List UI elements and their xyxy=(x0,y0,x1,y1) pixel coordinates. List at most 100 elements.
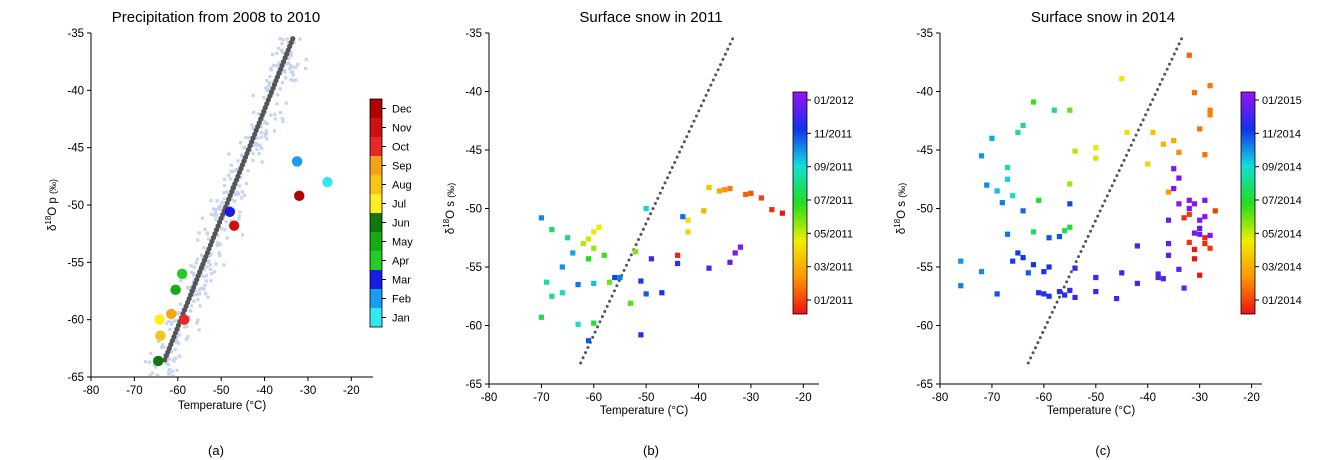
background-point xyxy=(291,78,296,83)
regression-dot xyxy=(675,155,679,159)
background-point xyxy=(287,61,291,65)
snow-sample-point xyxy=(1025,270,1031,276)
background-point xyxy=(294,78,298,82)
snow-sample-point xyxy=(748,190,754,196)
background-point xyxy=(214,262,218,266)
background-point xyxy=(258,143,262,148)
background-point xyxy=(257,112,261,116)
snow-sample-point xyxy=(1020,255,1026,261)
snow-sample-point xyxy=(1176,149,1182,155)
background-point xyxy=(249,149,253,153)
y-tick-label: -40 xyxy=(67,85,84,97)
background-point xyxy=(224,220,228,224)
snow-sample-point xyxy=(737,244,744,250)
regression-dot xyxy=(593,330,597,334)
background-point xyxy=(262,120,267,124)
regression-dot xyxy=(714,73,718,77)
background-point xyxy=(238,210,242,214)
colorbar-segment xyxy=(370,308,382,327)
regression-dot xyxy=(1036,341,1040,345)
colorbar-label: Mar xyxy=(392,275,411,287)
colorbar-label: 01/2014 xyxy=(1262,295,1302,307)
snow-sample-point xyxy=(758,195,764,201)
background-point xyxy=(263,134,267,138)
background-point xyxy=(216,234,220,238)
monthly-mean-point-jan xyxy=(322,176,333,188)
regression-dot xyxy=(1029,356,1033,360)
regression-dot xyxy=(721,57,725,61)
background-point xyxy=(231,169,235,173)
snow-sample-point xyxy=(1191,246,1198,253)
panel-c: Surface snow in 2014 -35 -40 -45 -50 -55 -60 -6… xyxy=(893,9,1302,458)
regression-dot xyxy=(1115,174,1119,178)
colorbar-label: 11/2011 xyxy=(814,128,852,140)
snow-sample-point xyxy=(1093,274,1099,281)
background-point xyxy=(185,286,190,290)
snow-sample-point xyxy=(1150,129,1156,136)
background-point xyxy=(214,217,218,222)
regression-dot xyxy=(629,253,633,257)
regression-dot xyxy=(1038,336,1042,340)
background-point xyxy=(195,293,199,297)
snow-sample-point xyxy=(1202,197,1208,203)
background-point xyxy=(178,310,182,315)
background-point xyxy=(178,302,183,306)
panel-label: (b) xyxy=(643,443,659,458)
colorbar-label: 03/2011 xyxy=(814,262,853,274)
regression-dot xyxy=(731,37,735,41)
background-point xyxy=(186,335,190,339)
x-tick-label: -40 xyxy=(1139,392,1156,404)
snow-sample-point xyxy=(1036,197,1042,203)
snow-sample-point xyxy=(1020,122,1026,129)
y-tick-label: -65 xyxy=(916,379,933,391)
regression-dot xyxy=(1177,42,1181,46)
regression-dot xyxy=(709,83,713,87)
snow-sample-point xyxy=(1041,291,1047,297)
background-point xyxy=(203,283,207,288)
snow-sample-point xyxy=(743,191,749,198)
snow-sample-point xyxy=(716,188,723,194)
snow-sample-point xyxy=(643,205,649,212)
snow-sample-point xyxy=(591,245,597,251)
panel-label: (c) xyxy=(1095,443,1110,458)
background-point xyxy=(215,199,219,203)
background-point xyxy=(289,50,293,55)
background-point xyxy=(265,122,269,126)
regression-dot xyxy=(586,346,590,350)
x-tick-label: -40 xyxy=(690,392,707,404)
background-point xyxy=(195,257,200,261)
x-tick-label: -70 xyxy=(984,392,1001,404)
regression-dot xyxy=(1043,325,1047,329)
background-point xyxy=(273,112,277,116)
snow-sample-point xyxy=(674,252,681,258)
background-point xyxy=(200,216,205,220)
snow-sample-point xyxy=(1046,235,1052,241)
background-point xyxy=(215,213,219,217)
background-point xyxy=(227,152,231,156)
snow-sample-point xyxy=(1165,241,1172,247)
y-tick-label: -45 xyxy=(465,145,482,157)
colorbar-label: May xyxy=(392,237,413,249)
y-tick-label: -35 xyxy=(916,28,933,40)
snow-sample-point xyxy=(1015,250,1021,256)
colorbar-frame xyxy=(369,98,383,328)
background-point xyxy=(298,37,302,41)
snow-sample-point xyxy=(585,338,592,344)
snow-sample-point xyxy=(1004,231,1011,237)
snow-sample-point xyxy=(1160,141,1166,147)
snow-sample-point xyxy=(549,226,555,233)
snow-sample-point xyxy=(1046,293,1052,299)
x-tick-label: -50 xyxy=(638,392,655,404)
background-point xyxy=(281,119,285,124)
background-point xyxy=(220,201,224,205)
background-point xyxy=(192,271,196,276)
background-point xyxy=(217,251,221,255)
snow-sample-point xyxy=(994,291,1000,297)
colorbar-segment xyxy=(370,156,382,175)
snow-sample-point xyxy=(1191,201,1198,207)
background-point xyxy=(251,126,256,130)
colorbar-label: 01/2011 xyxy=(814,295,853,307)
y-axis-label-sup: 18 xyxy=(442,218,451,227)
snow-sample-point xyxy=(1067,107,1073,113)
regression-dot xyxy=(1079,250,1083,254)
